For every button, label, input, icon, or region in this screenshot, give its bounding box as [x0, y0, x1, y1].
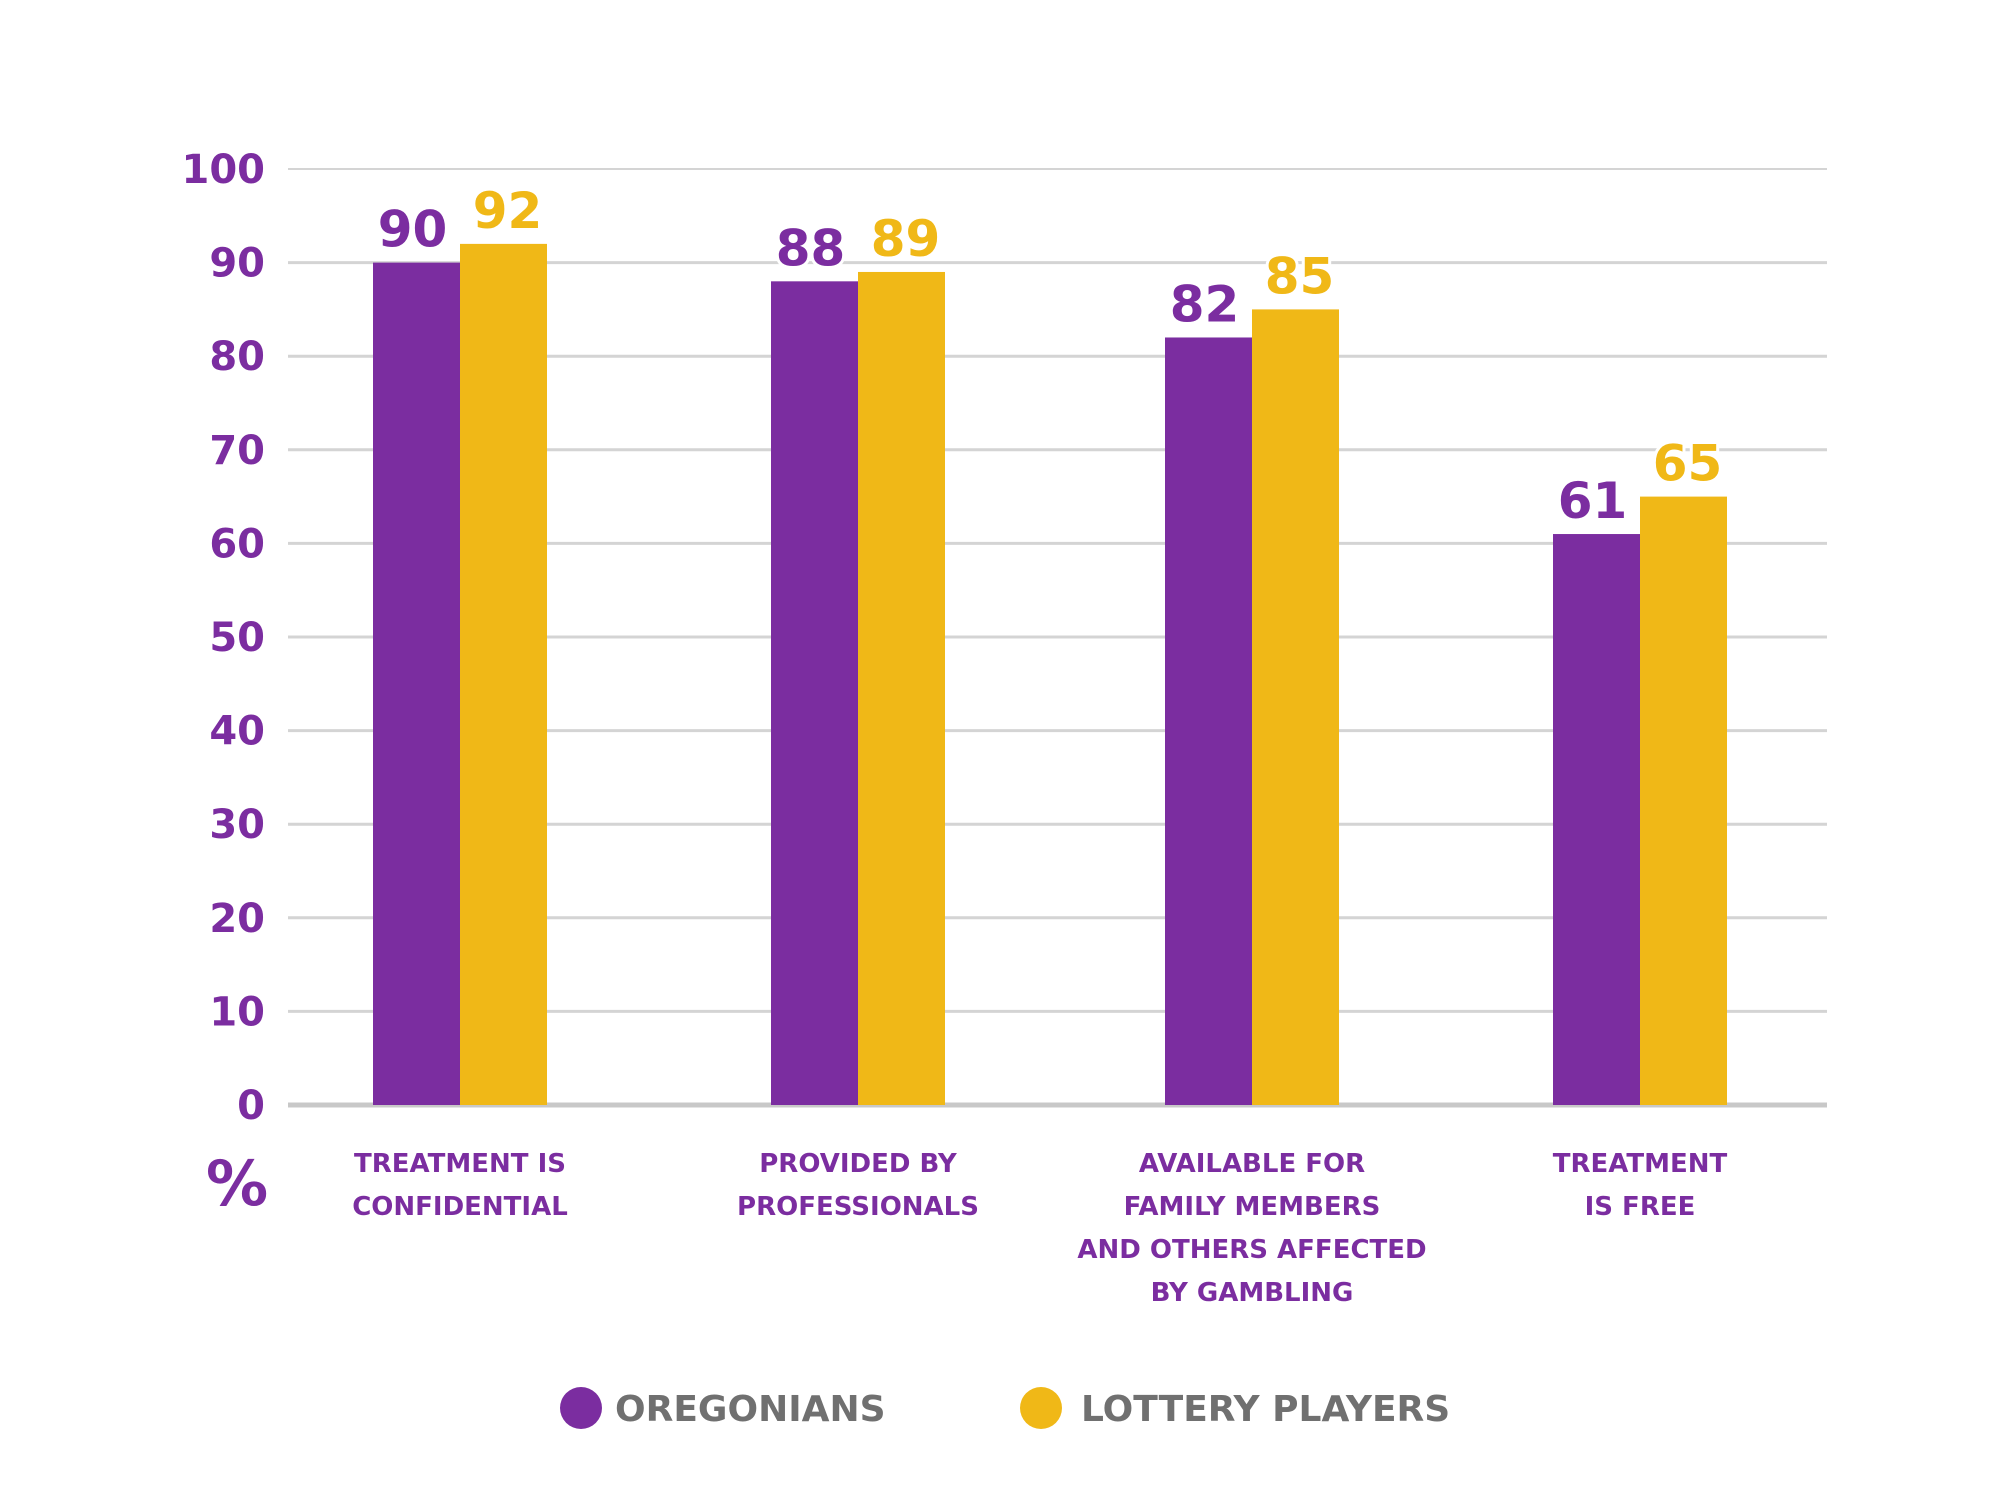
y-tick-label: 0	[237, 1083, 265, 1129]
y-tick-label: 60	[209, 521, 265, 567]
data-label: 90	[378, 201, 448, 259]
data-label: 92	[473, 182, 543, 240]
data-label: 89	[871, 210, 941, 268]
data-label: 85	[1265, 247, 1335, 305]
category-label: PROFESSIONALS	[737, 1192, 979, 1222]
bar-lottery-players	[1640, 496, 1727, 1106]
category-label: AND OTHERS AFFECTED	[1077, 1235, 1426, 1265]
y-tick-label: 40	[209, 709, 265, 755]
data-label: 65	[1653, 435, 1723, 493]
category-label: AVAILABLE FOR	[1139, 1149, 1365, 1179]
data-label: 61	[1558, 472, 1628, 530]
legend-label: OREGONIANS	[615, 1389, 886, 1430]
bar-lottery-players	[1252, 309, 1339, 1105]
category-label: FAMILY MEMBERS	[1124, 1192, 1381, 1222]
y-tick-label: 70	[209, 428, 265, 474]
bar-oregonians	[771, 281, 858, 1105]
category-label: TREATMENT IS	[354, 1149, 566, 1179]
legend-label: LOTTERY PLAYERS	[1081, 1389, 1450, 1430]
data-label: 88	[776, 219, 846, 277]
y-tick-label: 30	[209, 802, 265, 848]
category-label: IS FREE	[1585, 1192, 1696, 1222]
category-label: TREATMENT	[1553, 1149, 1728, 1179]
category-label: PROVIDED BY	[759, 1149, 958, 1179]
bar-lottery-players	[460, 243, 547, 1105]
y-tick-label: 10	[209, 989, 265, 1035]
y-tick-label: 100	[182, 147, 266, 193]
legend-swatch	[1020, 1387, 1062, 1429]
bar-lottery-players	[858, 271, 945, 1106]
y-tick-label: 50	[209, 615, 265, 661]
bar-oregonians	[1553, 534, 1640, 1105]
y-tick-label: 80	[209, 334, 265, 380]
y-tick-label: 90	[209, 241, 265, 287]
category-label: CONFIDENTIAL	[352, 1192, 568, 1222]
legend-swatch	[560, 1387, 602, 1429]
bar-oregonians	[373, 262, 460, 1106]
y-tick-label: 20	[209, 896, 265, 942]
y-axis-unit: %	[206, 1147, 268, 1220]
data-label: 82	[1170, 275, 1240, 333]
bar-oregonians	[1165, 337, 1252, 1106]
category-label: BY GAMBLING	[1151, 1278, 1354, 1308]
